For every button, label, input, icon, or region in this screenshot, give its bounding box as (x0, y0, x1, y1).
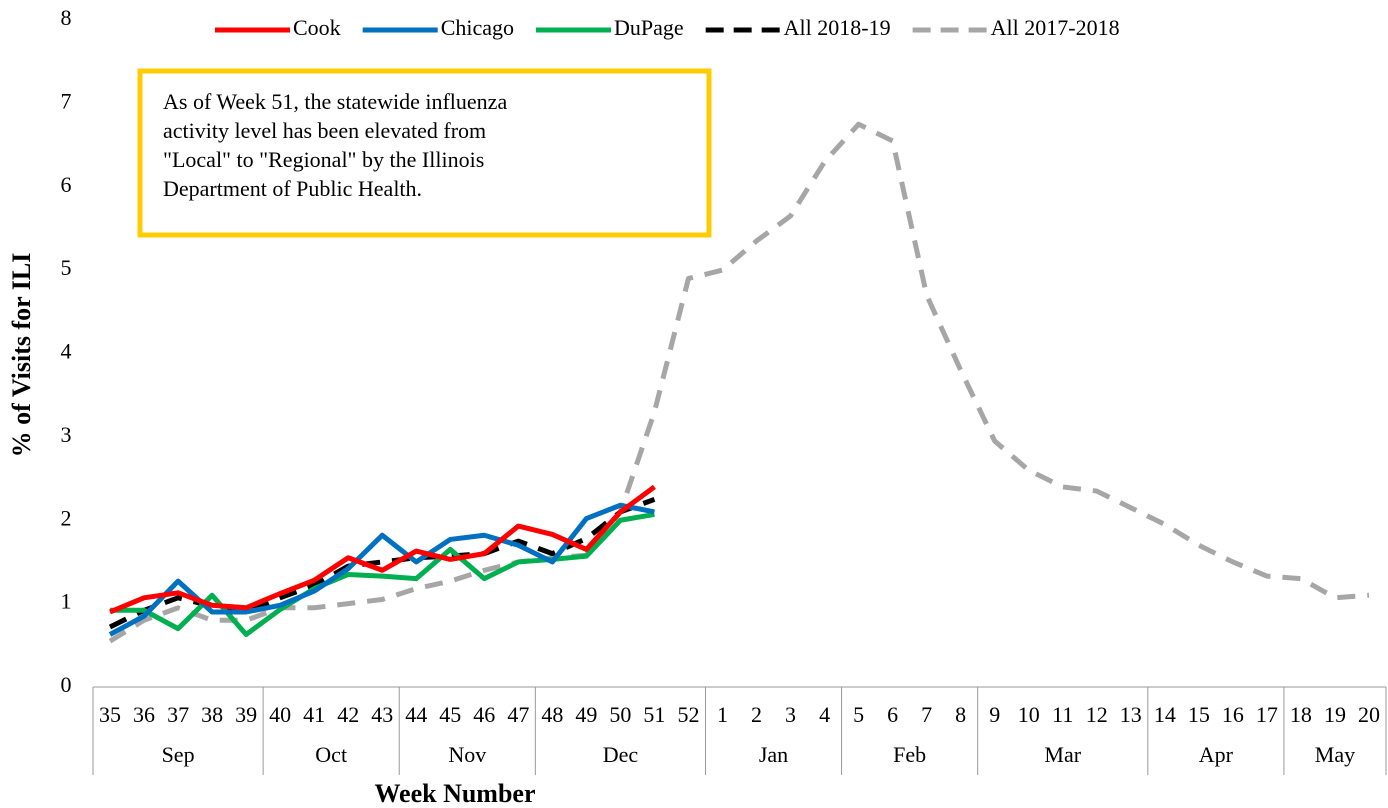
x-tick-label: 36 (133, 702, 155, 727)
x-axis-title: Week Number (374, 779, 535, 808)
x-tick-label: 38 (201, 702, 223, 727)
x-tick-label: 44 (405, 702, 427, 727)
annotation-text: "Local" to "Regional" by the Illinois (163, 147, 484, 172)
series-line (110, 511, 655, 637)
series-line (109, 484, 656, 615)
x-tick-label: 3 (785, 702, 796, 727)
y-tick-label: 1 (61, 589, 72, 614)
legend-label: Chicago (441, 15, 514, 40)
x-tick-label: 45 (439, 702, 461, 727)
x-group-label: May (1315, 742, 1355, 767)
x-tick-label: 14 (1154, 702, 1176, 727)
x-group-label: Apr (1199, 742, 1234, 767)
x-tick-label: 7 (921, 702, 932, 727)
legend-label: DuPage (614, 15, 684, 40)
y-tick-label: 0 (61, 672, 72, 697)
y-axis-title: % of Visits for ILI (7, 253, 36, 458)
x-tick-label: 37 (167, 702, 189, 727)
series-line (108, 121, 1370, 644)
y-tick-label: 5 (61, 255, 72, 280)
annotation-text: As of Week 51, the statewide influenza (163, 89, 507, 114)
x-group-label: Jan (759, 742, 788, 767)
x-group-label: Sep (162, 742, 195, 767)
x-group-label: Oct (315, 742, 347, 767)
x-group-label: Mar (1044, 742, 1081, 767)
x-tick-label: 19 (1324, 702, 1346, 727)
x-tick-label: 18 (1290, 702, 1312, 727)
x-tick-label: 52 (677, 702, 699, 727)
x-tick-label: 40 (269, 702, 291, 727)
x-tick-label: 4 (819, 702, 830, 727)
y-tick-label: 2 (61, 505, 72, 530)
x-tick-label: 47 (507, 702, 529, 727)
x-tick-label: 39 (235, 702, 257, 727)
y-tick-label: 3 (61, 422, 72, 447)
x-tick-label: 42 (337, 702, 359, 727)
x-tick-label: 35 (99, 702, 121, 727)
x-tick-label: 20 (1358, 702, 1380, 727)
x-tick-label: 15 (1188, 702, 1210, 727)
series-line (108, 497, 656, 630)
x-tick-label: 10 (1018, 702, 1040, 727)
x-tick-label: 6 (887, 702, 898, 727)
x-tick-label: 2 (751, 702, 762, 727)
x-tick-label: 51 (643, 702, 665, 727)
x-tick-label: 13 (1120, 702, 1142, 727)
y-tick-label: 4 (61, 339, 72, 364)
x-tick-label: 8 (955, 702, 966, 727)
y-tick-label: 7 (61, 88, 72, 113)
x-tick-label: 5 (853, 702, 864, 727)
x-tick-label: 11 (1052, 702, 1073, 727)
x-tick-label: 9 (989, 702, 1000, 727)
x-group-label: Nov (448, 742, 486, 767)
x-tick-label: 46 (473, 702, 495, 727)
legend-label: Cook (293, 15, 341, 40)
annotation-text: Department of Public Health. (163, 176, 422, 201)
legend-label: All 2017-2018 (991, 15, 1120, 40)
x-tick-label: 17 (1256, 702, 1278, 727)
x-group-label: Feb (893, 742, 926, 767)
x-tick-label: 12 (1086, 702, 1108, 727)
x-tick-label: 41 (303, 702, 325, 727)
annotation-box (137, 68, 712, 238)
x-tick-label: 1 (717, 702, 728, 727)
x-group-label: Dec (603, 742, 639, 767)
x-tick-label: 43 (371, 702, 393, 727)
legend-label: All 2018-19 (784, 15, 891, 40)
x-tick-label: 50 (609, 702, 631, 727)
annotation-text: activity level has been elevated from (163, 118, 486, 143)
x-tick-label: 48 (541, 702, 563, 727)
y-tick-label: 8 (61, 5, 72, 30)
x-tick-label: 49 (575, 702, 597, 727)
y-tick-label: 6 (61, 172, 72, 197)
x-tick-label: 16 (1222, 702, 1244, 727)
